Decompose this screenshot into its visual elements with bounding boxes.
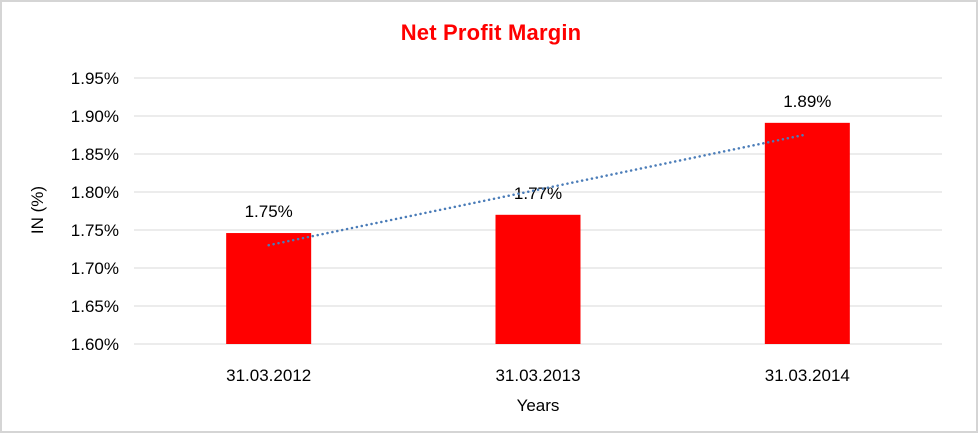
x-category-label: 31.03.2014 — [765, 366, 850, 385]
y-tick-label: 1.65% — [71, 297, 119, 316]
y-tick-label: 1.60% — [71, 335, 119, 354]
bar-31.03.2014 — [764, 122, 850, 344]
bar-value-label: 1.75% — [245, 202, 293, 221]
bar-31.03.2013 — [495, 214, 581, 344]
y-tick-label: 1.75% — [71, 221, 119, 240]
x-category-label: 31.03.2013 — [495, 366, 580, 385]
bar-value-label: 1.77% — [514, 184, 562, 203]
y-tick-label: 1.95% — [71, 69, 119, 88]
trendline — [267, 132, 809, 247]
x-category-label: 31.03.2012 — [226, 366, 311, 385]
bar-value-label: 1.89% — [783, 92, 831, 111]
y-tick-label: 1.90% — [71, 107, 119, 126]
y-tick-label: 1.85% — [71, 145, 119, 164]
bar-31.03.2012 — [226, 233, 312, 344]
y-tick-label: 1.80% — [71, 183, 119, 202]
x-axis-title: Years — [516, 396, 560, 415]
chart-title: Net Profit Margin — [400, 20, 582, 45]
y-tick-label: 1.70% — [71, 259, 119, 278]
